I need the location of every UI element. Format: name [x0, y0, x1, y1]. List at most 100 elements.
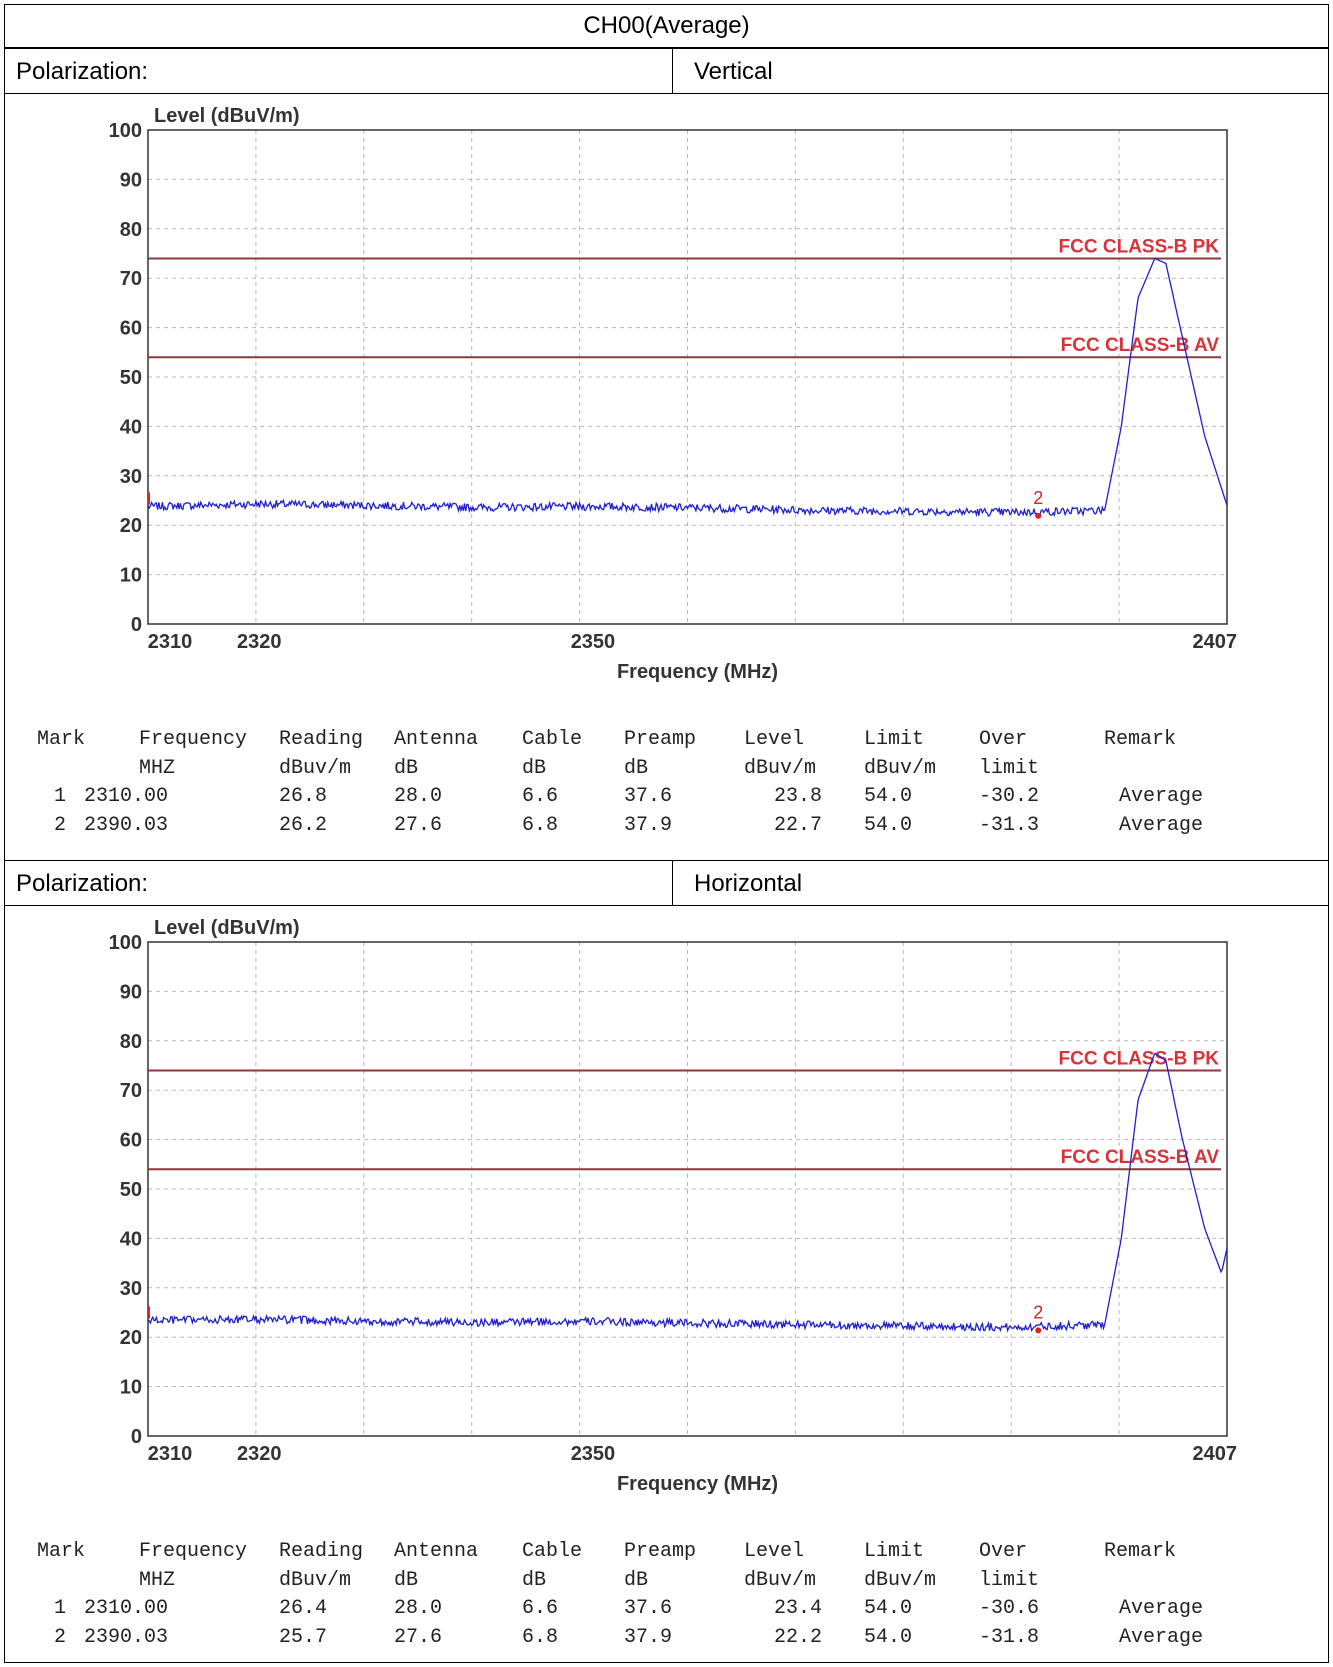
table-header-cell: Mark: [37, 1540, 86, 1563]
table-cell: 6.8: [522, 1626, 559, 1649]
polarization-row-vertical: Polarization: Vertical: [4, 48, 1329, 94]
table-cell: -31.8: [979, 1626, 1040, 1649]
x-tick-label: 2320: [237, 1443, 282, 1465]
series-trace: [147, 257, 1228, 518]
marker-label: 2: [1033, 488, 1043, 508]
table-unit-cell: limit: [979, 1569, 1040, 1592]
table-unit-cell: dB: [522, 1569, 547, 1592]
y-tick-label: 40: [120, 1228, 142, 1250]
table-cell: 28.0: [394, 1597, 443, 1620]
table-header-cell: Antenna: [394, 1540, 479, 1563]
table-header-cell: Preamp: [624, 1540, 697, 1563]
table-header-cell: Reading: [279, 728, 364, 751]
table-cell: 22.7: [774, 814, 823, 837]
table-cell: 1: [54, 1597, 67, 1620]
polarization-row-horizontal: Polarization: Horizontal: [4, 860, 1329, 906]
x-tick-label: 2310: [148, 1443, 193, 1465]
table-cell: -30.6: [979, 1597, 1040, 1620]
table-cell: 26.2: [279, 814, 328, 837]
table-unit-cell: dB: [394, 757, 419, 780]
table-header-cell: Antenna: [394, 728, 479, 751]
y-tick-label: 70: [120, 268, 142, 290]
table-cell: 22.2: [774, 1626, 823, 1649]
table-cell: 1: [54, 785, 67, 808]
y-axis-label: Level (dBuV/m): [154, 917, 300, 939]
y-tick-label: 10: [120, 1377, 142, 1399]
x-tick-label: 2407: [1193, 1443, 1238, 1465]
y-tick-label: 70: [120, 1080, 142, 1102]
table-cell: -30.2: [979, 785, 1040, 808]
table-header-cell: Limit: [864, 728, 925, 751]
polarization-value: Horizontal: [694, 870, 803, 897]
y-tick-label: 10: [120, 565, 142, 587]
polarization-label: Polarization:: [16, 58, 149, 85]
y-tick-label: 80: [120, 219, 142, 241]
table-header-cell: Limit: [864, 1540, 925, 1563]
table-cell: 23.8: [774, 785, 823, 808]
y-tick-label: 30: [120, 1278, 142, 1300]
column-divider: [672, 861, 673, 905]
series-trace: [147, 1052, 1228, 1333]
table-cell: 6.6: [522, 1597, 559, 1620]
table-cell: 25.7: [279, 1626, 328, 1649]
plot-area-border: [147, 129, 1228, 625]
table-unit-cell: MHZ: [139, 1569, 176, 1592]
table-cell: 2: [54, 814, 67, 837]
x-tick-label: 2350: [571, 1443, 616, 1465]
limit-line-label: FCC CLASS-B PK: [1059, 236, 1220, 257]
table-cell: 2390.03: [84, 1626, 169, 1649]
x-axis-label: Frequency (MHz): [617, 661, 778, 683]
y-tick-label: 90: [120, 981, 142, 1003]
x-tick-label: 2320: [237, 631, 282, 653]
plot-area-border: [147, 941, 1228, 1437]
limit-line-label: FCC CLASS-B AV: [1061, 1147, 1220, 1168]
table-cell: 2: [54, 1626, 67, 1649]
y-tick-label: 80: [120, 1031, 142, 1053]
table-unit-cell: dBuv/m: [279, 757, 352, 780]
table-header-cell: Preamp: [624, 728, 697, 751]
table-cell: 54.0: [864, 1626, 913, 1649]
y-tick-label: 20: [120, 515, 142, 537]
table-cell: 2390.03: [84, 814, 169, 837]
table-cell: 26.4: [279, 1597, 328, 1620]
marker-table-horizontal: Mark Frequency Reading Antenna Cable Preamp Le…: [4, 1532, 1329, 1663]
table-unit-cell: dBuv/m: [864, 757, 937, 780]
y-tick-label: 30: [120, 466, 142, 488]
table-header-cell: Cable: [522, 1540, 583, 1563]
table-cell: 54.0: [864, 785, 913, 808]
y-tick-label: 60: [120, 1130, 142, 1152]
table-cell: 37.9: [624, 814, 673, 837]
table-header-cell: Over: [979, 728, 1028, 751]
x-tick-label: 2407: [1193, 631, 1238, 653]
table-header-cell: Over: [979, 1540, 1028, 1563]
y-tick-label: 0: [131, 1426, 142, 1448]
table-cell: 54.0: [864, 814, 913, 837]
table-header-cell: Reading: [279, 1540, 364, 1563]
table-cell: 37.9: [624, 1626, 673, 1649]
table-header-cell: Remark: [1104, 1540, 1177, 1563]
y-tick-label: 90: [120, 169, 142, 191]
table-cell: 6.8: [522, 814, 559, 837]
table-unit-cell: dBuv/m: [864, 1569, 937, 1592]
table-header-cell: Level: [744, 728, 805, 751]
table-cell: 2310.00: [84, 1597, 169, 1620]
limit-line-label: FCC CLASS-B PK: [1059, 1048, 1220, 1069]
table-header-cell: Remark: [1104, 728, 1177, 751]
table-cell: 27.6: [394, 1626, 443, 1649]
marker-label: 2: [1033, 1302, 1043, 1322]
table-unit-cell: dBuv/m: [744, 1569, 817, 1592]
table-unit-cell: dB: [624, 757, 649, 780]
table-unit-cell: dBuv/m: [744, 757, 817, 780]
y-tick-label: 0: [131, 614, 142, 636]
polarization-label: Polarization:: [16, 870, 149, 897]
polarization-value: Vertical: [694, 58, 773, 85]
x-axis-label: Frequency (MHz): [617, 1473, 778, 1495]
table-cell: 28.0: [394, 785, 443, 808]
report-title: CH00(Average): [4, 4, 1329, 48]
table-unit-cell: dB: [522, 757, 547, 780]
y-tick-label: 50: [120, 1179, 142, 1201]
table-header-cell: Frequency: [139, 728, 248, 751]
table-header-cell: Cable: [522, 728, 583, 751]
table-header-cell: Level: [744, 1540, 805, 1563]
